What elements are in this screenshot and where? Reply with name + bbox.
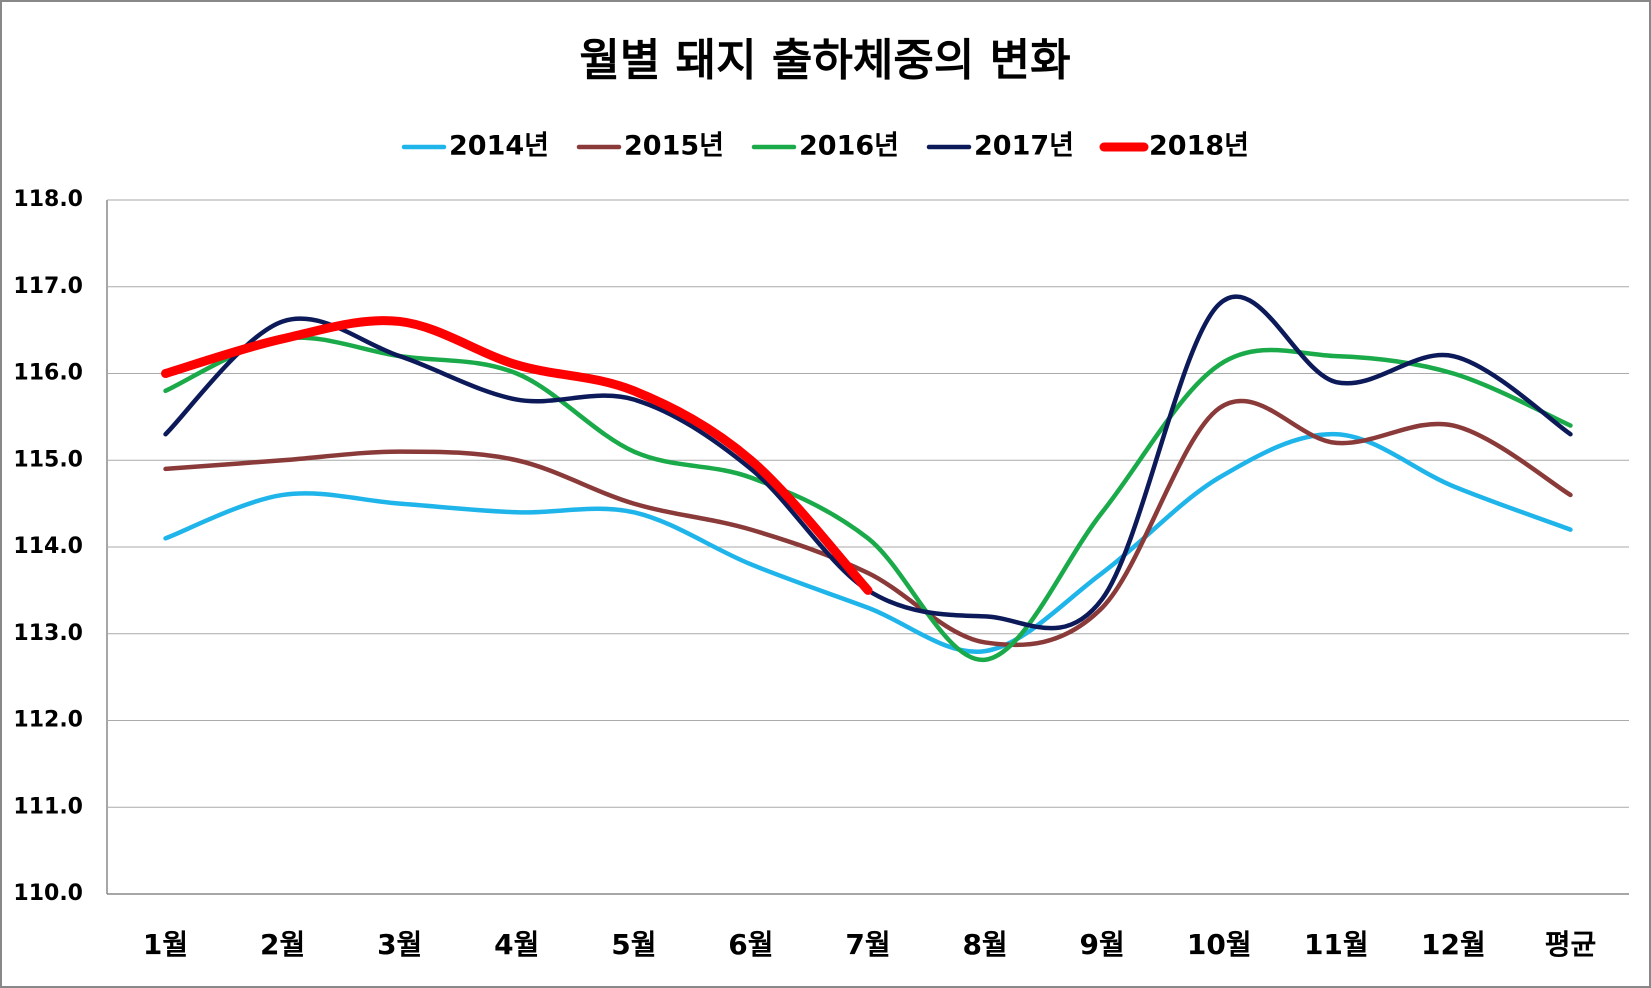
y-tick-label: 111.0 bbox=[13, 794, 83, 819]
x-tick-label: 1월 bbox=[143, 928, 188, 961]
x-tick-label: 12월 bbox=[1421, 928, 1486, 961]
x-tick-label: 평균 bbox=[1545, 928, 1597, 961]
chart-title: 월별 돼지 출하체중의 변화 bbox=[579, 35, 1070, 86]
x-tick-label: 2월 bbox=[260, 928, 305, 961]
legend-label: 2016년 bbox=[799, 131, 899, 162]
x-tick-label: 10월 bbox=[1187, 928, 1252, 961]
y-tick-label: 117.0 bbox=[13, 274, 83, 299]
y-tick-label: 116.0 bbox=[13, 361, 83, 386]
x-tick-label: 7월 bbox=[845, 928, 890, 961]
x-tick-label: 5월 bbox=[611, 928, 656, 961]
series-line bbox=[163, 398, 1573, 648]
x-tick-label: 9월 bbox=[1080, 928, 1125, 961]
x-tick-label: 6월 bbox=[728, 928, 773, 961]
series-line bbox=[161, 316, 873, 595]
y-tick-label: 112.0 bbox=[13, 708, 83, 733]
x-tick-label: 8월 bbox=[962, 928, 1007, 961]
legend-label: 2017년 bbox=[974, 131, 1074, 162]
legend-label: 2018년 bbox=[1149, 131, 1249, 162]
x-tick-label: 11월 bbox=[1304, 928, 1369, 961]
y-tick-label: 110.0 bbox=[13, 881, 83, 906]
legend-label: 2014년 bbox=[449, 131, 549, 162]
series-line bbox=[163, 431, 1573, 654]
y-tick-label: 118.0 bbox=[13, 187, 83, 212]
x-tick-label: 3월 bbox=[377, 928, 422, 961]
y-tick-label: 114.0 bbox=[13, 534, 83, 559]
x-tick-label: 4월 bbox=[494, 928, 539, 961]
y-tick-label: 115.0 bbox=[13, 447, 83, 472]
y-tick-label: 113.0 bbox=[13, 621, 83, 646]
series-line bbox=[163, 294, 1573, 631]
legend-label: 2015년 bbox=[624, 131, 724, 162]
